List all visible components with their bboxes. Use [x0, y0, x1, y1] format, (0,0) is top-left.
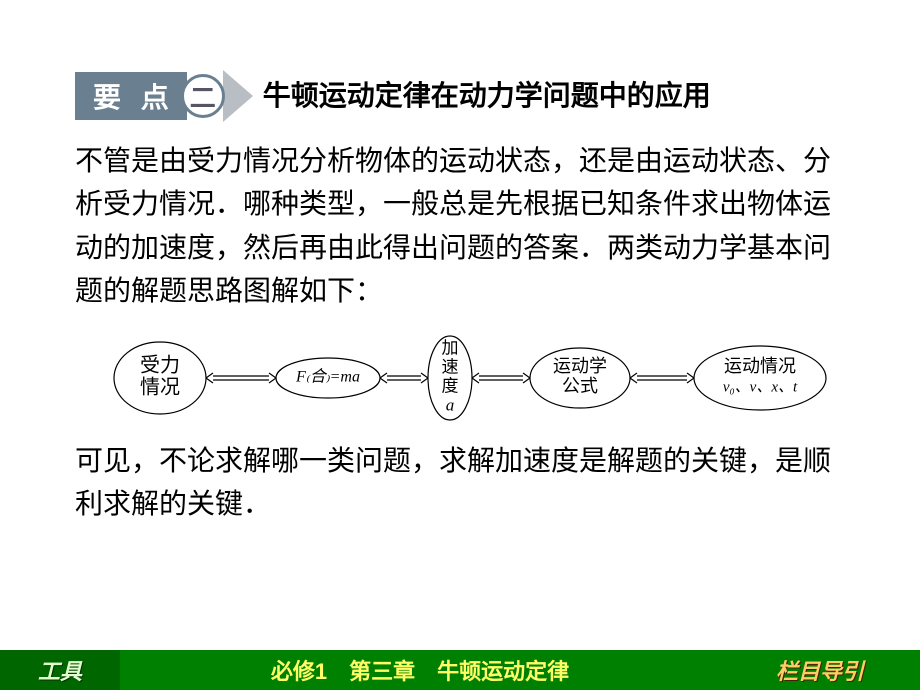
solution-flow-diagram: 受力情况 F₍合₎=ma 加速度a 运动学公式 运动情况 v₀、v、x、t	[75, 328, 845, 428]
svg-text:速: 速	[442, 357, 459, 376]
chevron-right-icon	[223, 70, 253, 122]
svg-text:加: 加	[442, 338, 459, 357]
key-point-badge: 要 点	[75, 72, 187, 120]
slide-page: 要 点 二 牛顿运动定律在动力学问题中的应用 不管是由受力情况分析物体的运动状态…	[0, 0, 920, 690]
footer-nav-button[interactable]: 栏目导引	[720, 650, 920, 690]
svg-text:公式: 公式	[562, 376, 598, 396]
svg-text:情况: 情况	[140, 375, 180, 398]
header-row: 要 点 二 牛顿运动定律在动力学问题中的应用	[75, 70, 845, 122]
svg-text:度: 度	[442, 376, 459, 395]
conclusion-paragraph: 可见，不论求解哪一类问题，求解加速度是解题的关键，是顺利求解的关键．	[75, 440, 845, 527]
section-heading: 牛顿运动定律在动力学问题中的应用	[263, 77, 711, 115]
section-number-circle: 二	[181, 74, 225, 118]
svg-text:运动情况: 运动情况	[724, 356, 796, 376]
svg-text:v₀、v、x、t: v₀、v、x、t	[723, 379, 798, 395]
svg-text:受力: 受力	[140, 353, 180, 376]
svg-text:F₍合₎=ma: F₍合₎=ma	[295, 367, 360, 385]
intro-paragraph: 不管是由受力情况分析物体的运动状态，还是由运动状态、分析受力情况．哪种类型，一般…	[75, 140, 845, 314]
svg-text:a: a	[446, 395, 455, 414]
footer-chapter-title: 必修1 第三章 牛顿运动定律	[120, 650, 720, 690]
footer-tools-button[interactable]: 工具	[0, 650, 120, 690]
svg-text:运动学: 运动学	[553, 356, 607, 376]
footer-bar: 工具 必修1 第三章 牛顿运动定律 栏目导引	[0, 650, 920, 690]
flowchart-svg: 受力情况 F₍合₎=ma 加速度a 运动学公式 运动情况 v₀、v、x、t	[90, 328, 830, 428]
